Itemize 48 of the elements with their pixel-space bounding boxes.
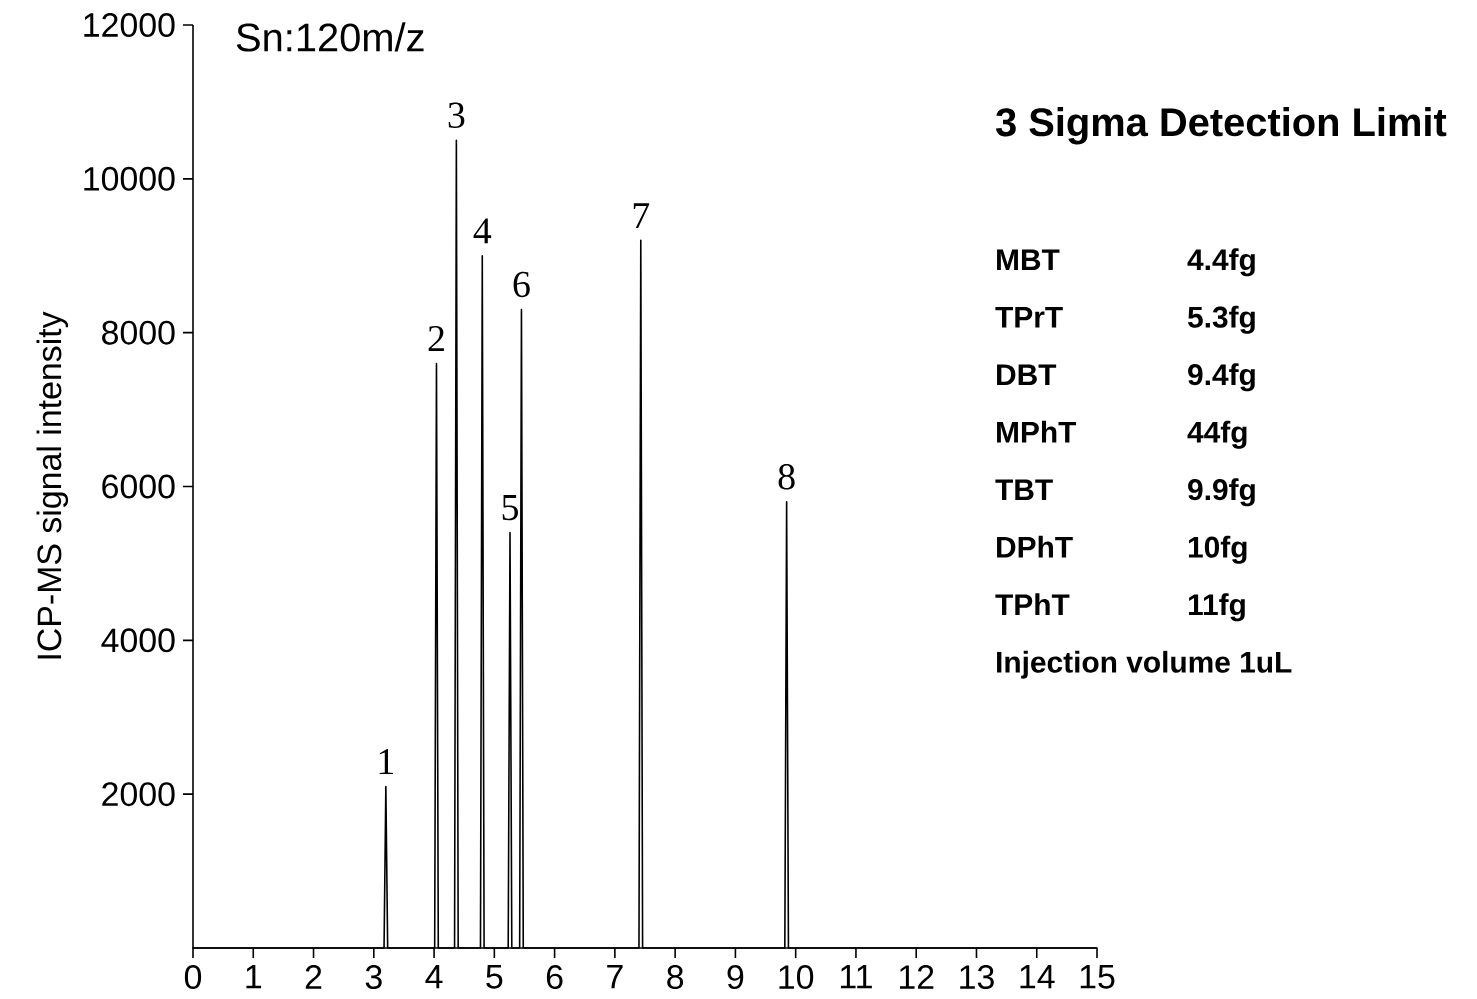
x-tick-label: 8 [667,965,684,990]
annotation: Injection volume 1uL [997,650,1292,679]
y-tick-label: 6000 [102,474,175,499]
annotation: 2 [428,325,444,352]
x-tick-label: 7 [607,965,623,989]
chart-title: Sn:120m/z [236,22,424,52]
annotation: 8 [778,463,795,490]
annotation: 4 [473,218,492,244]
y-tick-label: 8000 [102,320,175,345]
y-tick-label: 4000 [101,628,175,653]
annotation: 7 [633,203,650,228]
x-tick-label: 2 [305,965,322,989]
text: 44fg [1187,420,1247,449]
y-tick-label: 10000 [84,166,175,191]
annotation: MBT [997,249,1060,270]
y-tick-label: 12000 [84,13,175,37]
annotation: 3 Sigma Detection Limit [995,107,1447,145]
x-tick-label: 14 [1020,965,1055,989]
text: 11fg [1188,593,1245,622]
y-tick-label: 2000 [102,782,175,807]
text: 9.4fg [1188,363,1255,392]
x-tick-label: 15 [1080,965,1115,989]
annotation: DBT [997,364,1057,385]
annotation: 5 [502,495,518,521]
annotation: 3 [448,102,465,128]
text: 4.4fg [1187,248,1255,277]
x-tick-label: 9 [727,965,744,990]
x-tick-label: 0 [184,965,202,990]
x-tick-label: 12 [899,965,934,989]
x-tick-label: 6 [546,965,563,990]
annotation: TBT [995,479,1053,500]
annotation: TPhT [995,593,1070,615]
x-tick-label: 5 [486,965,503,989]
x-tick-label: 13 [960,965,994,990]
annotation: TPrT [995,306,1063,328]
x-tick-label: 11 [840,965,872,989]
y-axis-title: ICP-MS signal intensity [36,311,69,659]
annotation: DPhT [997,535,1073,558]
x-tick-label: 3 [365,965,382,990]
text: 10fg [1188,535,1247,564]
text: 5.3fg [1187,305,1255,334]
x-tick-label: 1 [246,965,262,989]
x-tick-label: 10 [779,965,814,990]
annotation: MPhT [997,420,1077,443]
annotation: 1 [379,749,394,775]
x-tick-label: 4 [425,965,443,989]
text: 9.9fg [1188,478,1255,507]
annotation: 6 [513,271,530,298]
